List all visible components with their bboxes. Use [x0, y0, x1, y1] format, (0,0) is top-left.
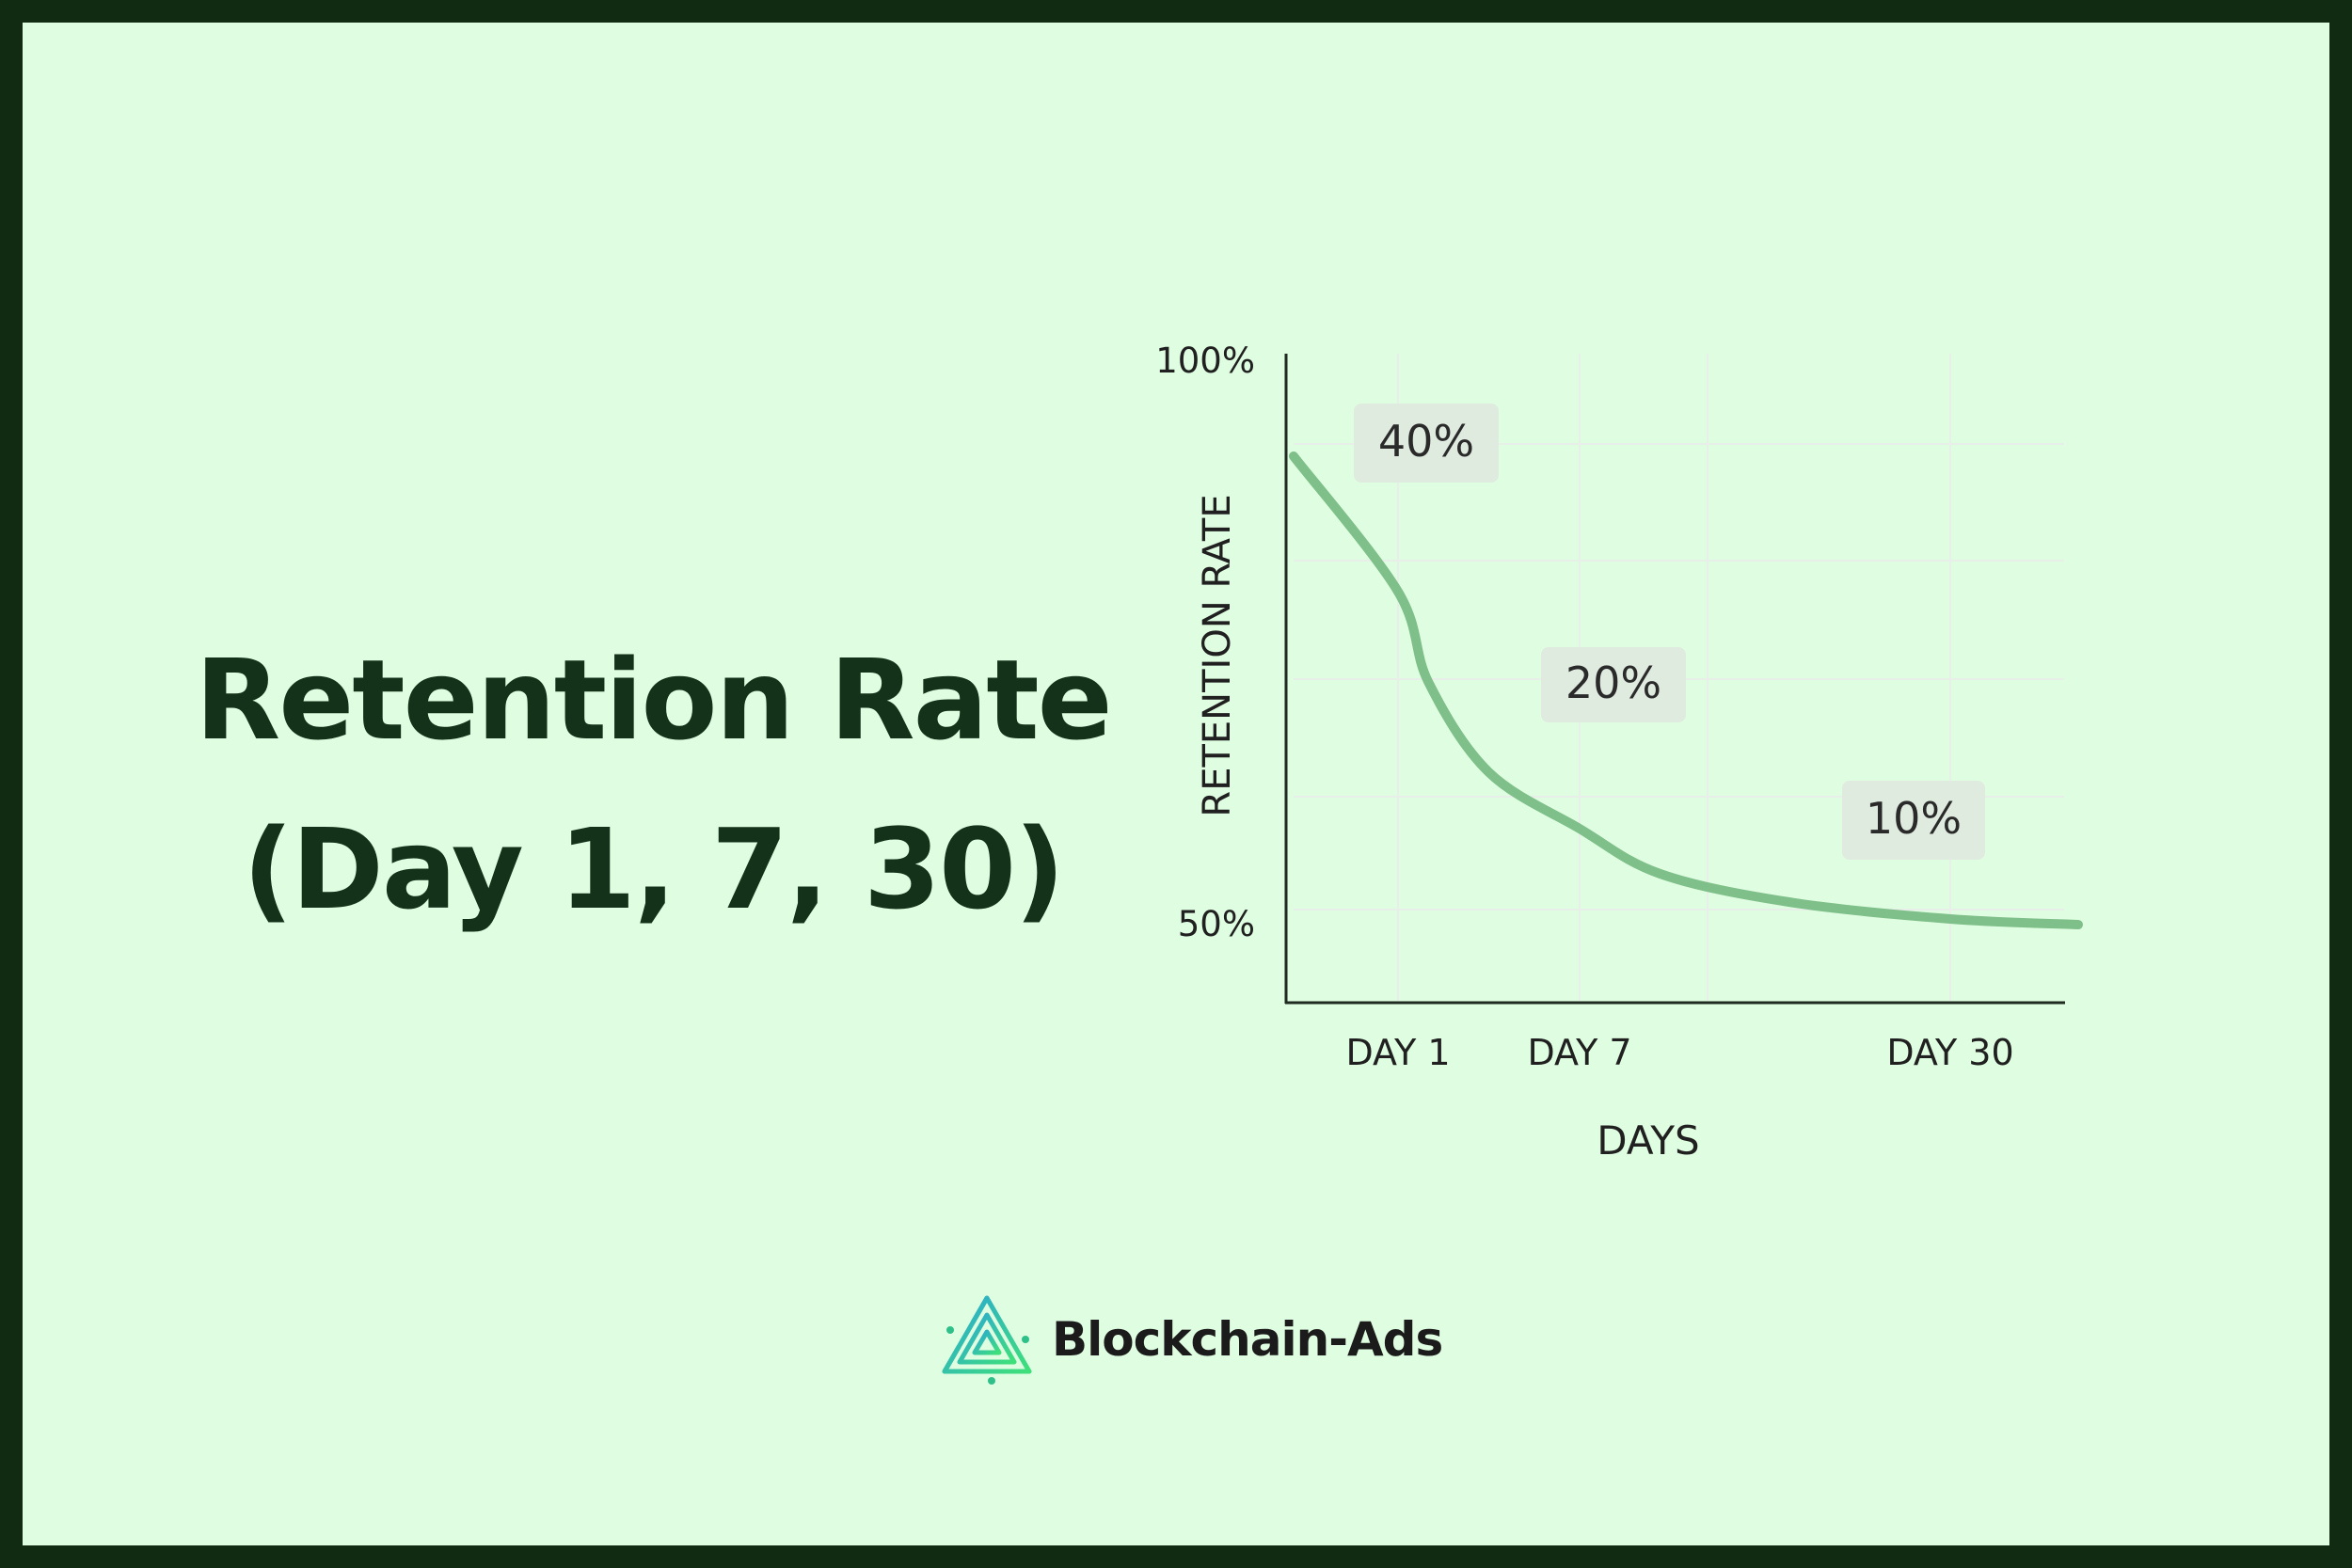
retention-chart: 100% 50% DAY 1 DAY 7 DAY 30 DAYS RETENTI…: [1155, 341, 2083, 1164]
x-axis-title: DAYS: [1597, 1117, 1699, 1164]
x-tick-label: DAY 1: [1345, 1032, 1450, 1073]
x-tick-label: DAY 30: [1886, 1032, 2013, 1073]
badge-background: [1842, 781, 1985, 860]
annotation-label: 10%: [1866, 793, 1962, 844]
brand-logo: Blockchain-Ads: [935, 1292, 1443, 1386]
x-tick-label: DAY 7: [1527, 1032, 1631, 1073]
annotation-label: 20%: [1565, 657, 1661, 708]
series-line-retention: [1289, 451, 2083, 929]
title-line-2: (Day 1, 7, 30): [242, 804, 1065, 934]
y-axis-title: RETENTION RATE: [1196, 494, 1239, 816]
badge-background: [1354, 404, 1499, 483]
y-tick-label: 50%: [1178, 904, 1255, 944]
brand-name: Blockchain-Ads: [1052, 1312, 1443, 1367]
annotation-badge-day7: 20%: [1541, 647, 1686, 722]
title-line-1: Retention Rate: [195, 635, 1112, 765]
badge-background: [1541, 647, 1686, 722]
blockchain-ads-logo-icon: [942, 1295, 1032, 1385]
slide: Retention Rate (Day 1, 7, 30) 100% 50% D…: [23, 23, 2329, 1545]
page-title: Retention Rate (Day 1, 7, 30): [117, 615, 1189, 954]
y-tick-label: 100%: [1155, 341, 1255, 381]
annotation-badge-day1: 40%: [1354, 404, 1499, 483]
annotation-badge-day30: 10%: [1842, 781, 1985, 860]
annotation-label: 40%: [1378, 416, 1474, 467]
